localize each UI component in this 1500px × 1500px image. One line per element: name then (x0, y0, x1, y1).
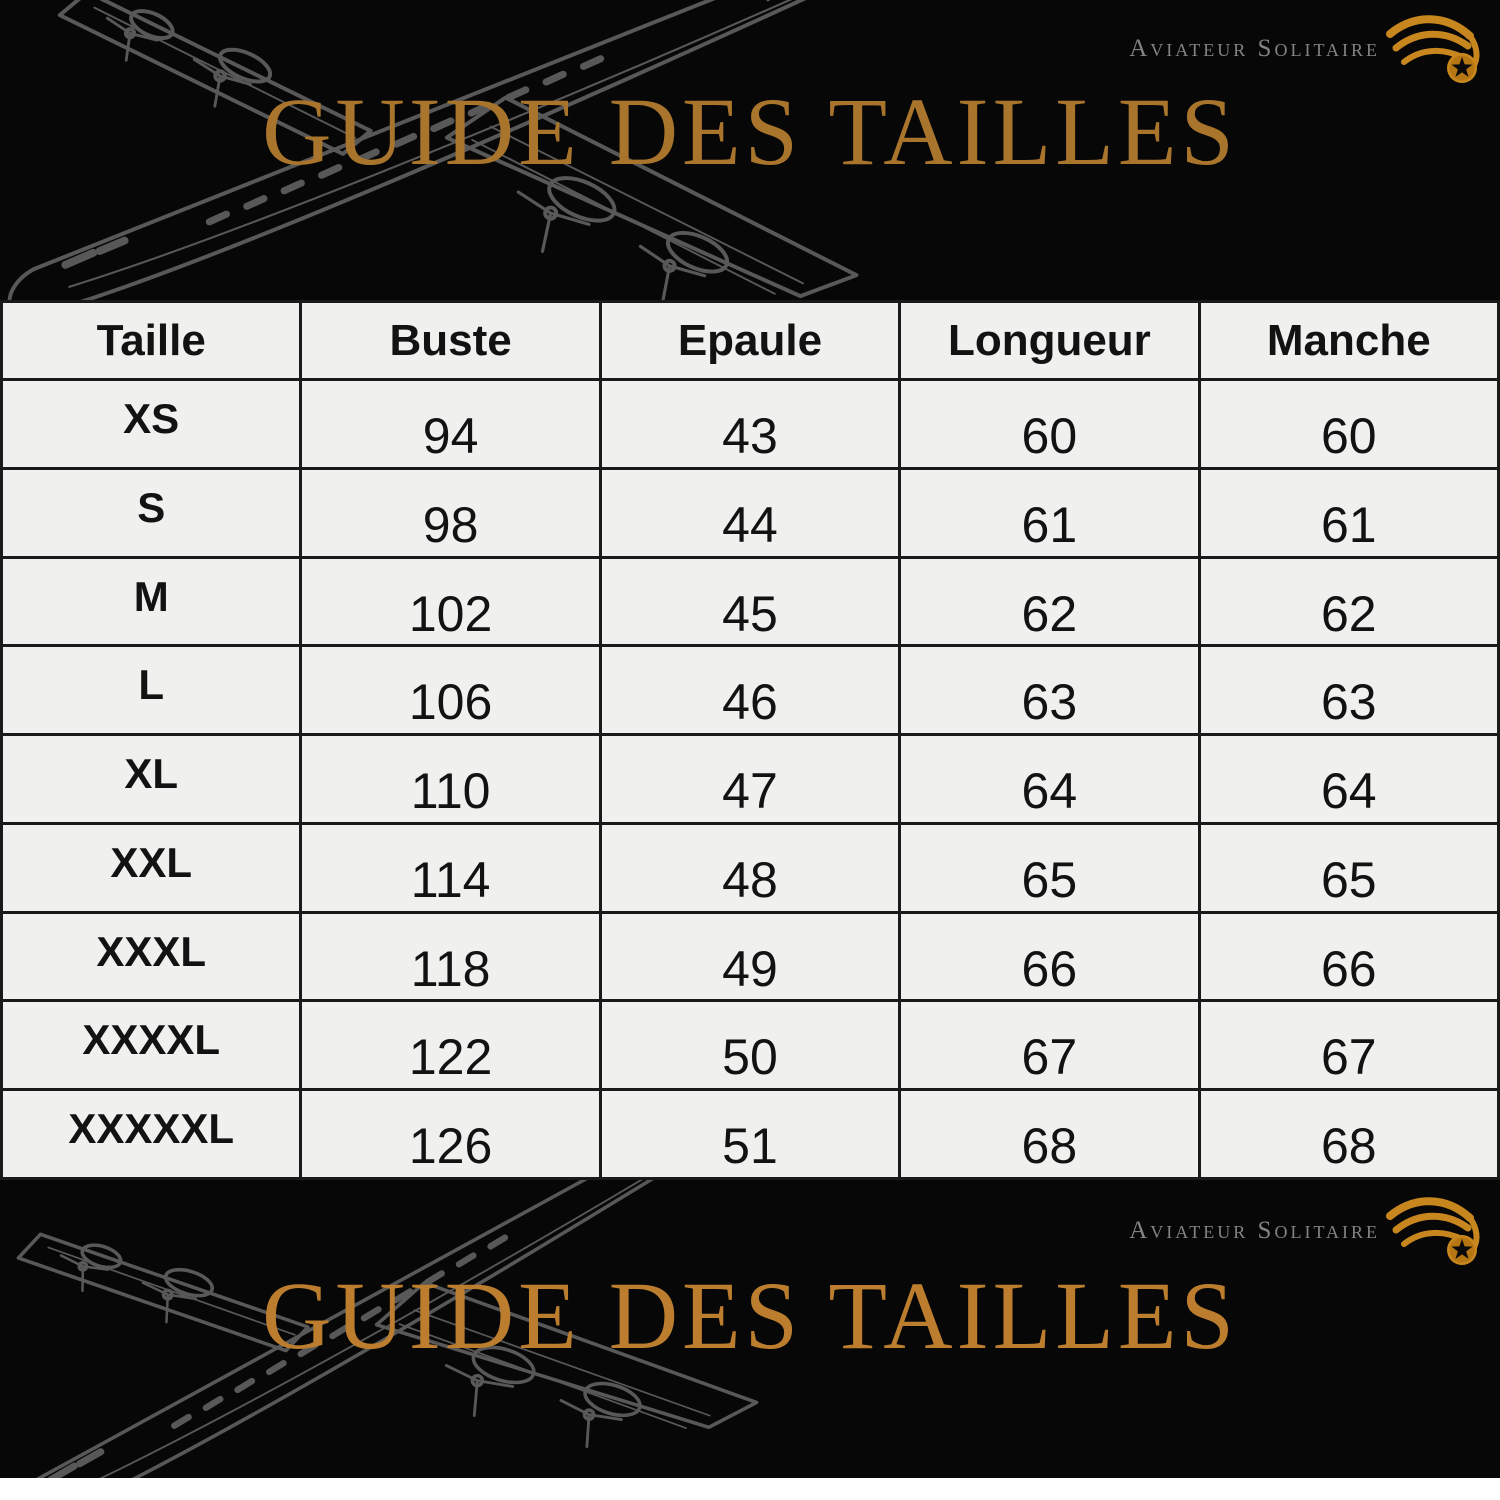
measurement-cell: 122 (299, 999, 602, 1092)
size-label-cell: XL (0, 733, 303, 825)
table-row: XXXXXL 126 51 68 68 (0, 1088, 1500, 1180)
measurement-cell: 66 (898, 910, 1201, 1003)
measurement-cell: 63 (898, 644, 1201, 737)
size-label-cell: S (0, 466, 303, 559)
measurement-cell: 64 (1197, 733, 1500, 825)
measurement-cell: 64 (898, 733, 1201, 825)
size-label-cell: M (0, 555, 303, 648)
column-header-taille: Taille (0, 300, 303, 381)
measurement-cell: 67 (1197, 999, 1500, 1092)
measurement-cell: 67 (898, 999, 1201, 1092)
measurement-cell: 48 (598, 821, 902, 914)
measurement-cell: 60 (1197, 378, 1500, 470)
column-header-manche: Manche (1197, 300, 1500, 381)
measurement-cell: 118 (299, 910, 602, 1003)
measurement-cell: 51 (598, 1088, 902, 1180)
table-row: S 98 44 61 61 (0, 466, 1500, 559)
footer-title: GUIDE DES TAILLES (262, 1262, 1238, 1369)
header-title: GUIDE DES TAILLES (262, 78, 1238, 185)
brand-name: Aviateur Solitaire (1129, 35, 1380, 62)
measurement-cell: 110 (299, 733, 602, 825)
size-label-cell: XXXXXL (0, 1088, 303, 1180)
measurement-cell: 62 (898, 555, 1201, 648)
column-header-epaule: Epaule (598, 300, 902, 381)
size-label-cell: L (0, 644, 303, 737)
size-label-cell: XXXL (0, 910, 303, 1003)
size-label-cell: XXXXL (0, 999, 303, 1092)
table-header-row: Taille Buste Epaule Longueur Manche (0, 300, 1500, 381)
measurement-cell: 126 (299, 1088, 602, 1180)
measurement-cell: 102 (299, 555, 602, 648)
table-row: M 102 45 62 62 (0, 555, 1500, 648)
measurement-cell: 45 (598, 555, 902, 648)
measurement-cell: 50 (598, 999, 902, 1092)
measurement-cell: 98 (299, 466, 602, 559)
measurement-cell: 49 (598, 910, 902, 1003)
brand-name: Aviateur Solitaire (1129, 1217, 1380, 1244)
table-row: XS 94 43 60 60 (0, 378, 1500, 470)
table-row: XXXXL 122 50 67 67 (0, 999, 1500, 1092)
measurement-cell: 68 (898, 1088, 1201, 1180)
measurement-cell: 61 (1197, 466, 1500, 559)
measurement-cell: 62 (1197, 555, 1500, 648)
table-row: L 106 46 63 63 (0, 644, 1500, 737)
measurement-cell: 106 (299, 644, 602, 737)
table-row: XXL 114 48 65 65 (0, 821, 1500, 914)
table-row: XXXL 118 49 66 66 (0, 910, 1500, 1003)
measurement-cell: 46 (598, 644, 902, 737)
bottom-white-strip (0, 1478, 1500, 1500)
measurement-cell: 65 (898, 821, 1201, 914)
measurement-cell: 61 (898, 466, 1201, 559)
measurement-cell: 44 (598, 466, 902, 559)
brand-logo: Aviateur Solitaire (1129, 6, 1486, 92)
size-label-cell: XXL (0, 821, 303, 914)
measurement-cell: 43 (598, 378, 902, 470)
measurement-cell: 94 (299, 378, 602, 470)
measurement-cell: 66 (1197, 910, 1500, 1003)
size-table-head: Taille Buste Epaule Longueur Manche (0, 300, 1500, 381)
column-header-longueur: Longueur (898, 300, 1201, 381)
table-row: XL 110 47 64 64 (0, 733, 1500, 825)
measurement-cell: 47 (598, 733, 902, 825)
measurement-cell: 60 (898, 378, 1201, 470)
measurement-cell: 65 (1197, 821, 1500, 914)
footer-banner: Aviateur Solitaire GUIDE DES TAILLES (0, 1180, 1500, 1478)
measurement-cell: 114 (299, 821, 602, 914)
measurement-cell: 63 (1197, 644, 1500, 737)
brand-logo: Aviateur Solitaire (1129, 1188, 1486, 1274)
header-banner: Aviateur Solitaire GUIDE DES TAILLES (0, 0, 1500, 300)
measurement-cell: 68 (1197, 1088, 1500, 1180)
column-header-buste: Buste (299, 300, 602, 381)
size-table-body: XS 94 43 60 60 S 98 44 61 61 M 102 45 62 62 L 106 46 63 63 X… (0, 378, 1500, 1180)
size-table: Taille Buste Epaule Longueur Manche XS 94… (0, 300, 1500, 1180)
size-label-cell: XS (0, 378, 303, 470)
